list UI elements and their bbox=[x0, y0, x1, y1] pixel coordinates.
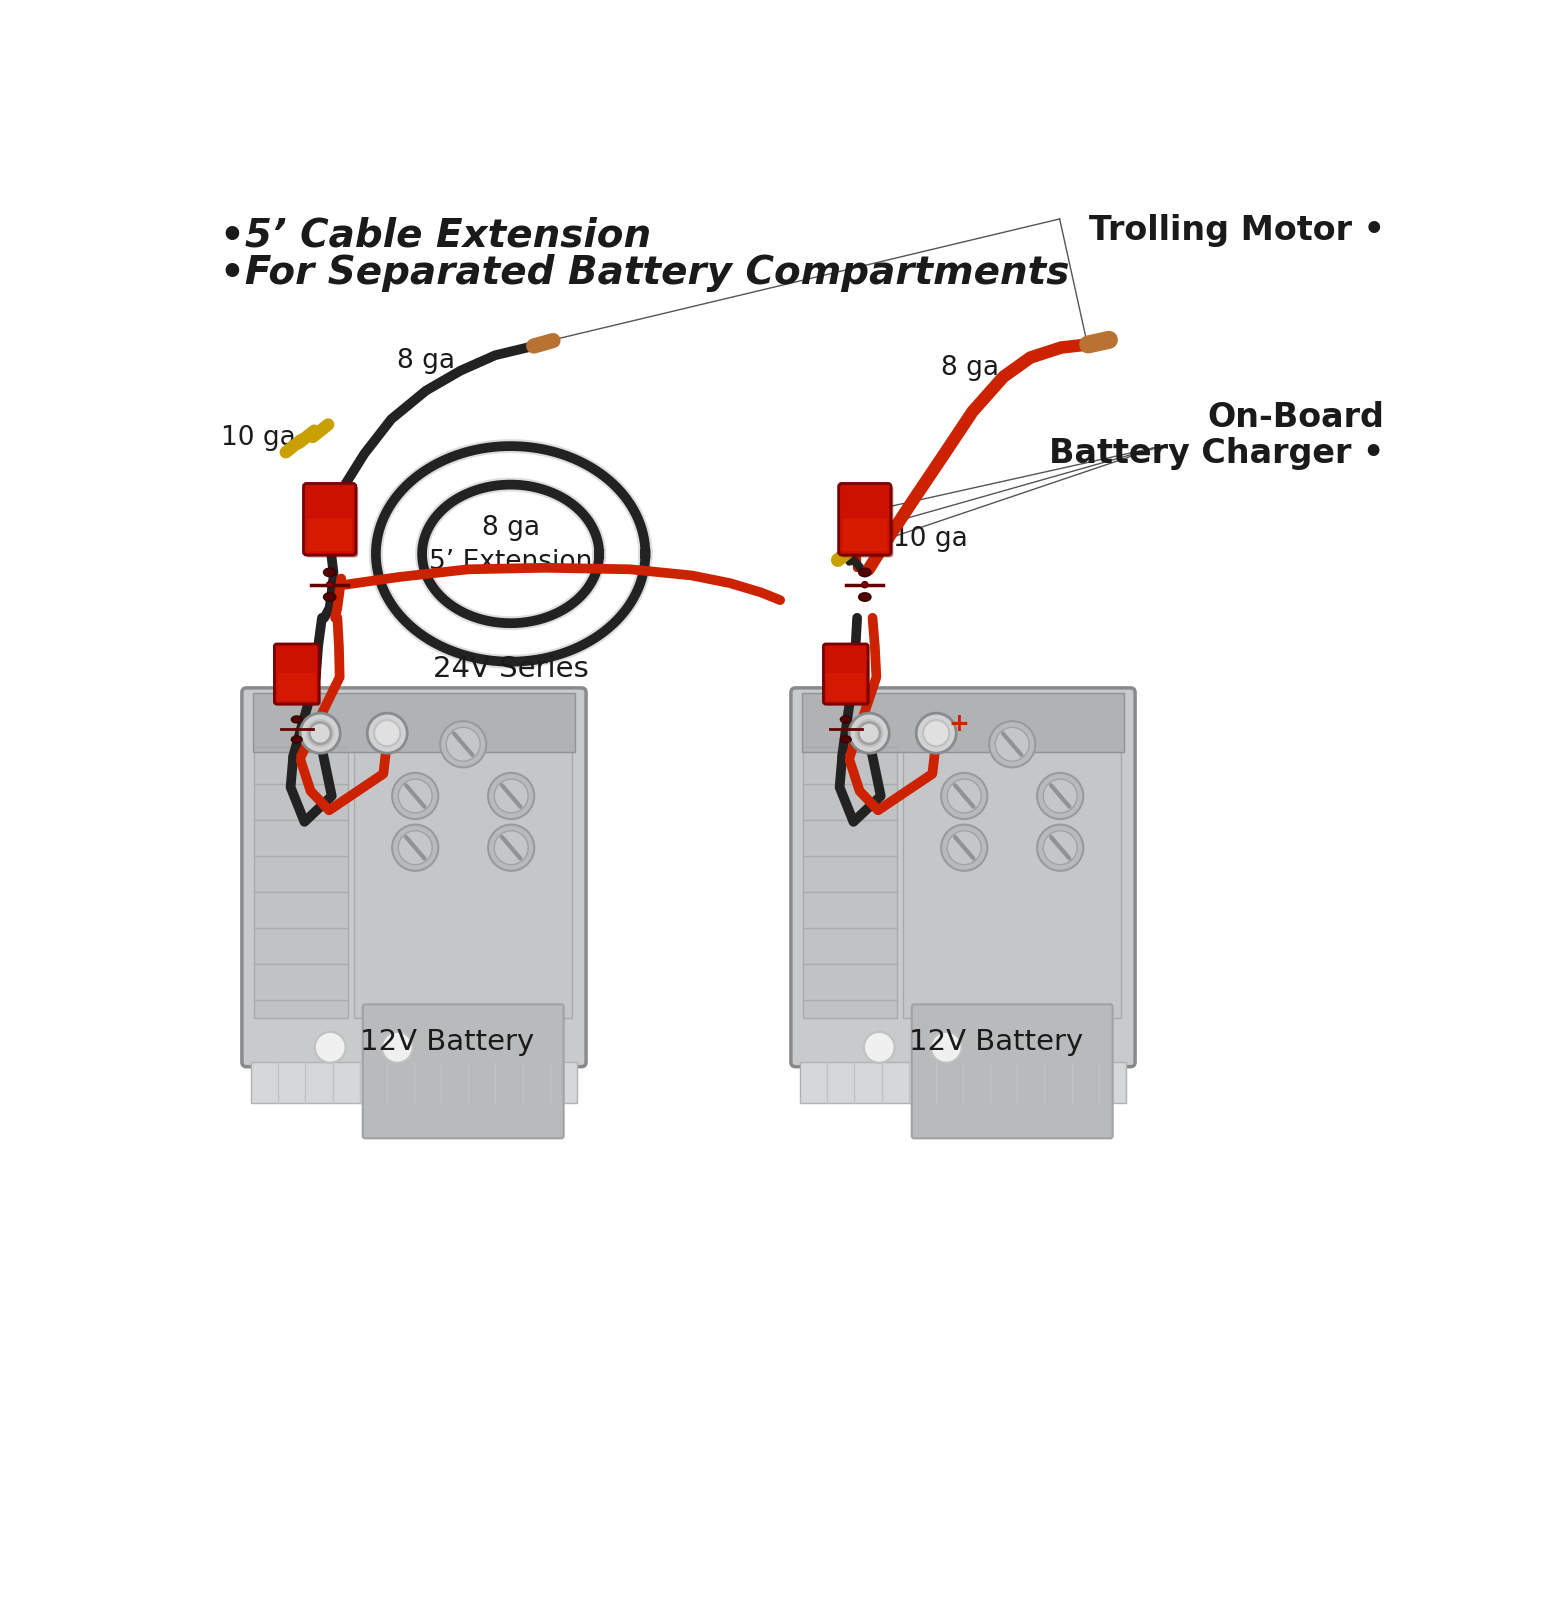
Circle shape bbox=[923, 720, 949, 746]
Circle shape bbox=[1043, 779, 1077, 813]
Text: 8 ga: 8 ga bbox=[398, 349, 455, 374]
Circle shape bbox=[931, 1032, 962, 1062]
Text: +: + bbox=[949, 712, 970, 736]
Circle shape bbox=[861, 725, 870, 734]
FancyBboxPatch shape bbox=[274, 643, 320, 704]
Circle shape bbox=[382, 1032, 413, 1062]
Circle shape bbox=[942, 824, 987, 870]
FancyBboxPatch shape bbox=[363, 1005, 564, 1138]
Bar bbox=[903, 730, 1121, 1018]
Circle shape bbox=[398, 830, 432, 864]
Circle shape bbox=[368, 714, 407, 754]
Circle shape bbox=[1037, 824, 1084, 870]
Circle shape bbox=[948, 779, 981, 813]
Ellipse shape bbox=[292, 736, 302, 742]
Circle shape bbox=[859, 722, 879, 744]
Circle shape bbox=[917, 714, 956, 754]
Text: 8 ga: 8 ga bbox=[942, 355, 999, 381]
FancyBboxPatch shape bbox=[790, 688, 1135, 1067]
Bar bbox=[251, 1062, 577, 1102]
Text: 24V Series: 24V Series bbox=[433, 656, 588, 683]
Circle shape bbox=[488, 773, 535, 819]
Circle shape bbox=[850, 714, 889, 754]
Circle shape bbox=[1037, 773, 1084, 819]
FancyBboxPatch shape bbox=[276, 645, 321, 706]
Bar bbox=[253, 693, 575, 752]
Bar bbox=[354, 730, 572, 1018]
Text: 8 ga
5’ Extension: 8 ga 5’ Extension bbox=[429, 515, 592, 574]
FancyBboxPatch shape bbox=[842, 518, 887, 552]
Bar bbox=[800, 1062, 1126, 1102]
FancyBboxPatch shape bbox=[840, 486, 893, 557]
Circle shape bbox=[301, 714, 340, 754]
Circle shape bbox=[393, 773, 438, 819]
FancyBboxPatch shape bbox=[278, 674, 316, 701]
Circle shape bbox=[494, 830, 529, 864]
Text: On-Board: On-Board bbox=[1208, 402, 1384, 435]
Circle shape bbox=[988, 722, 1035, 768]
Ellipse shape bbox=[324, 568, 335, 576]
Ellipse shape bbox=[324, 592, 335, 602]
FancyBboxPatch shape bbox=[307, 518, 352, 552]
Bar bbox=[801, 693, 1124, 752]
Circle shape bbox=[374, 720, 401, 746]
Ellipse shape bbox=[859, 568, 871, 576]
Circle shape bbox=[864, 1032, 895, 1062]
Ellipse shape bbox=[292, 715, 302, 723]
FancyBboxPatch shape bbox=[912, 1005, 1113, 1138]
Circle shape bbox=[494, 779, 529, 813]
Circle shape bbox=[312, 725, 321, 734]
Circle shape bbox=[488, 824, 535, 870]
Ellipse shape bbox=[840, 736, 851, 742]
FancyBboxPatch shape bbox=[825, 645, 870, 706]
Bar bbox=[254, 730, 348, 1018]
Circle shape bbox=[309, 722, 331, 744]
Circle shape bbox=[1043, 830, 1077, 864]
Text: •For Separated Battery Compartments: •For Separated Battery Compartments bbox=[220, 253, 1069, 291]
Circle shape bbox=[315, 1032, 346, 1062]
Circle shape bbox=[862, 582, 868, 587]
Circle shape bbox=[398, 779, 432, 813]
Text: 12V Battery: 12V Battery bbox=[360, 1027, 535, 1056]
Text: Battery Charger •: Battery Charger • bbox=[1049, 437, 1384, 470]
FancyBboxPatch shape bbox=[304, 483, 355, 555]
FancyBboxPatch shape bbox=[826, 674, 865, 701]
FancyBboxPatch shape bbox=[823, 643, 868, 704]
FancyBboxPatch shape bbox=[839, 483, 892, 555]
Circle shape bbox=[307, 720, 334, 746]
Ellipse shape bbox=[859, 592, 871, 602]
Text: •5’ Cable Extension: •5’ Cable Extension bbox=[220, 216, 652, 254]
Text: 10 ga: 10 ga bbox=[893, 525, 968, 552]
Circle shape bbox=[446, 728, 480, 762]
Text: 6 ga: 6 ga bbox=[402, 816, 460, 843]
Text: 10 ga: 10 ga bbox=[221, 426, 296, 451]
Circle shape bbox=[440, 722, 486, 768]
FancyBboxPatch shape bbox=[242, 688, 586, 1067]
Circle shape bbox=[326, 582, 332, 587]
Circle shape bbox=[856, 720, 882, 746]
Text: 6 ga: 6 ga bbox=[951, 816, 1009, 843]
Circle shape bbox=[995, 728, 1029, 762]
Text: 12V Battery: 12V Battery bbox=[909, 1027, 1084, 1056]
Ellipse shape bbox=[840, 715, 851, 723]
Bar bbox=[803, 730, 896, 1018]
Text: Trolling Motor •: Trolling Motor • bbox=[1088, 213, 1384, 246]
Circle shape bbox=[948, 830, 981, 864]
Circle shape bbox=[393, 824, 438, 870]
Circle shape bbox=[942, 773, 987, 819]
FancyBboxPatch shape bbox=[306, 486, 359, 557]
